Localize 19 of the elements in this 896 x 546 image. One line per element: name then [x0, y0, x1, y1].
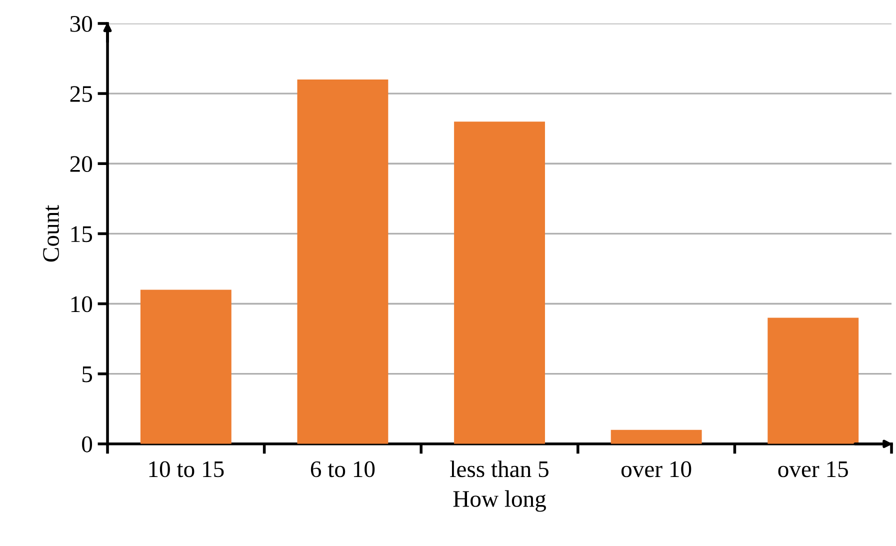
y-tick-label: 15	[71, 226, 92, 242]
bar	[768, 318, 859, 444]
x-tick-label: less than 5	[450, 460, 548, 478]
y-tick-label: 0	[82, 436, 92, 452]
bar	[140, 290, 232, 444]
y-tick-label: 5	[82, 366, 92, 382]
x-tick-label: over 15	[778, 461, 848, 478]
bar	[610, 430, 702, 444]
y-tick-label: 30	[70, 16, 92, 32]
y-tick-label: 25	[70, 86, 92, 102]
x-tick-label: 10 to 15	[149, 461, 224, 478]
bar	[454, 122, 545, 444]
x-tick-label: over 10	[621, 461, 692, 478]
y-tick-label: 20	[70, 156, 92, 172]
y-axis-title: Count	[43, 204, 59, 262]
bar	[297, 80, 388, 444]
x-tick-label: 6 to 10	[310, 461, 375, 478]
y-tick-label: 10	[71, 296, 92, 312]
x-axis-title: How long	[453, 490, 546, 512]
